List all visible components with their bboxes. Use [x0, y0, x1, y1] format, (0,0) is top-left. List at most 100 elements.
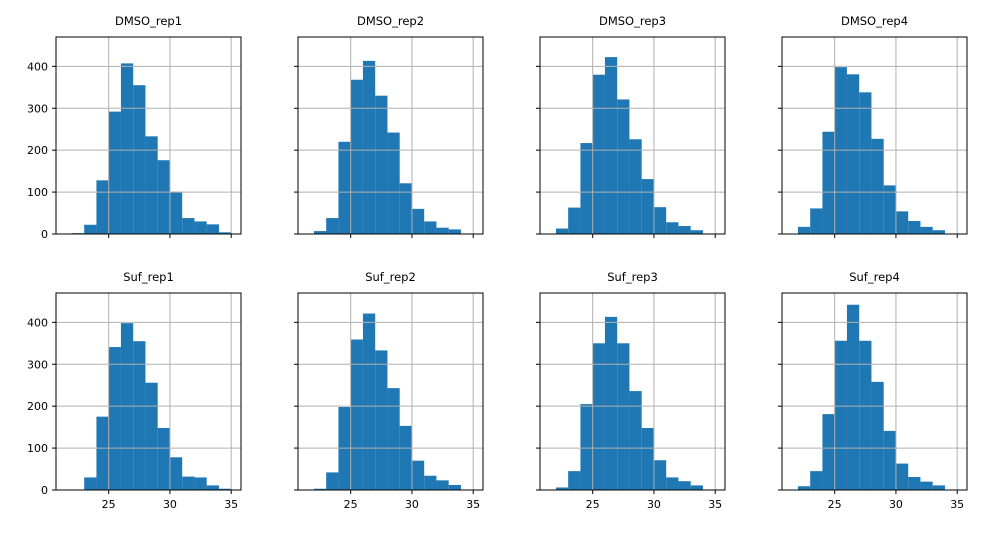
histogram-bar — [617, 99, 630, 235]
histogram-bar — [690, 485, 703, 490]
histogram-bar — [313, 488, 327, 490]
histogram-bar — [206, 485, 219, 490]
histogram-bar — [326, 218, 339, 234]
x-tick-label: 25 — [586, 498, 600, 511]
histogram-bar — [194, 477, 207, 490]
histogram-bar — [350, 339, 363, 490]
y-tick-label: 400 — [27, 60, 48, 73]
histogram-bar — [350, 79, 363, 234]
histogram-bar — [145, 136, 158, 234]
histogram-bar — [326, 472, 339, 490]
histogram-bar — [568, 471, 581, 490]
histogram-bar — [908, 221, 921, 234]
histogram-panel: Suf_rep4 25 30 35 — [778, 270, 968, 511]
histogram-bar — [834, 340, 847, 490]
histogram-bar — [387, 388, 400, 490]
histogram-bar — [448, 484, 461, 490]
histogram-bar — [157, 427, 170, 490]
histogram-bar — [580, 143, 593, 234]
histogram-bar — [436, 480, 449, 490]
panel-title: Suf_rep3 — [607, 270, 658, 284]
histogram-bar — [362, 313, 376, 490]
histogram-bar — [666, 222, 679, 234]
histogram-bar — [678, 226, 691, 234]
y-tick-label: 0 — [41, 484, 48, 497]
histogram-bar — [218, 232, 232, 234]
histogram-bar — [822, 414, 835, 490]
x-tick-label: 25 — [828, 498, 842, 511]
histogram-bar — [424, 475, 437, 490]
histogram-bar — [846, 74, 860, 234]
histogram-bar — [108, 347, 121, 490]
histogram-bar — [182, 476, 195, 490]
histogram-bar — [920, 481, 933, 490]
histogram-bar — [313, 231, 327, 234]
histogram-bar — [133, 85, 146, 235]
y-tick-label: 400 — [27, 316, 48, 329]
histogram-bar — [399, 425, 412, 490]
histogram-panel: Suf_rep2 25 30 35 — [294, 270, 484, 511]
histogram-bar — [555, 487, 569, 490]
panel-title: Suf_rep2 — [365, 270, 416, 284]
axes-frame — [539, 36, 726, 235]
histogram-bar — [641, 179, 654, 234]
y-tick-label: 300 — [27, 102, 48, 115]
histogram-bar — [145, 382, 158, 490]
x-tick-label: 35 — [950, 498, 964, 511]
histogram-bar — [218, 488, 232, 490]
histogram-bar — [96, 180, 109, 234]
histogram-bar — [653, 460, 667, 490]
x-tick-label: 30 — [647, 498, 661, 511]
y-tick-label: 100 — [27, 442, 48, 455]
axes-frame — [539, 292, 726, 491]
histogram-bar — [797, 486, 811, 490]
y-tick-label: 0 — [41, 228, 48, 241]
x-tick-label: 25 — [344, 498, 358, 511]
y-tick-label: 200 — [27, 400, 48, 413]
x-tick-label: 35 — [708, 498, 722, 511]
histogram-bar — [666, 477, 679, 490]
histogram-bar — [375, 95, 388, 235]
histogram-panel: Suf_rep1 25 30 35 0 100 200 300 400 — [27, 270, 242, 511]
histogram-bar — [194, 221, 207, 234]
histogram-panel: DMSO_rep2 — [294, 14, 484, 238]
histogram-panel: Suf_rep3 25 30 35 — [536, 270, 726, 511]
histogram-bar — [120, 63, 134, 234]
histogram-bar — [362, 60, 376, 234]
histogram-bar — [375, 350, 388, 490]
histogram-bar — [133, 341, 146, 490]
axes-frame — [781, 292, 968, 491]
histogram-bar — [895, 211, 909, 234]
histogram-panel: DMSO_rep1 0 100 200 300 400 — [27, 14, 242, 241]
axes-frame — [297, 292, 484, 491]
panel-title: DMSO_rep1 — [115, 14, 182, 28]
histogram-bar — [108, 111, 121, 234]
histogram-bar — [424, 221, 437, 234]
histogram-bar — [641, 427, 654, 490]
histogram-bar — [871, 138, 884, 234]
histogram-bar — [810, 471, 823, 490]
histogram-bar — [678, 481, 691, 490]
histogram-bar — [604, 316, 618, 490]
axes-frame — [55, 36, 242, 235]
histogram-bar — [859, 92, 872, 234]
histogram-bar — [169, 457, 183, 490]
histogram-bar — [411, 460, 425, 490]
panel-title: DMSO_rep3 — [599, 14, 666, 28]
axes-frame — [781, 36, 968, 235]
histogram-bar — [96, 416, 109, 490]
histogram-bar — [797, 226, 811, 234]
histogram-bar — [206, 224, 219, 234]
x-tick-label: 35 — [224, 498, 238, 511]
histogram-bar — [883, 430, 896, 490]
histogram-bar — [895, 463, 909, 490]
panel-title: DMSO_rep4 — [841, 14, 908, 28]
histogram-panel: DMSO_rep3 — [536, 14, 726, 238]
x-tick-label: 25 — [102, 498, 116, 511]
panel-title: Suf_rep4 — [849, 270, 900, 284]
histogram-bar — [169, 191, 183, 234]
y-tick-label: 100 — [27, 186, 48, 199]
histogram-bar — [182, 218, 195, 234]
histogram-bar — [932, 230, 945, 234]
